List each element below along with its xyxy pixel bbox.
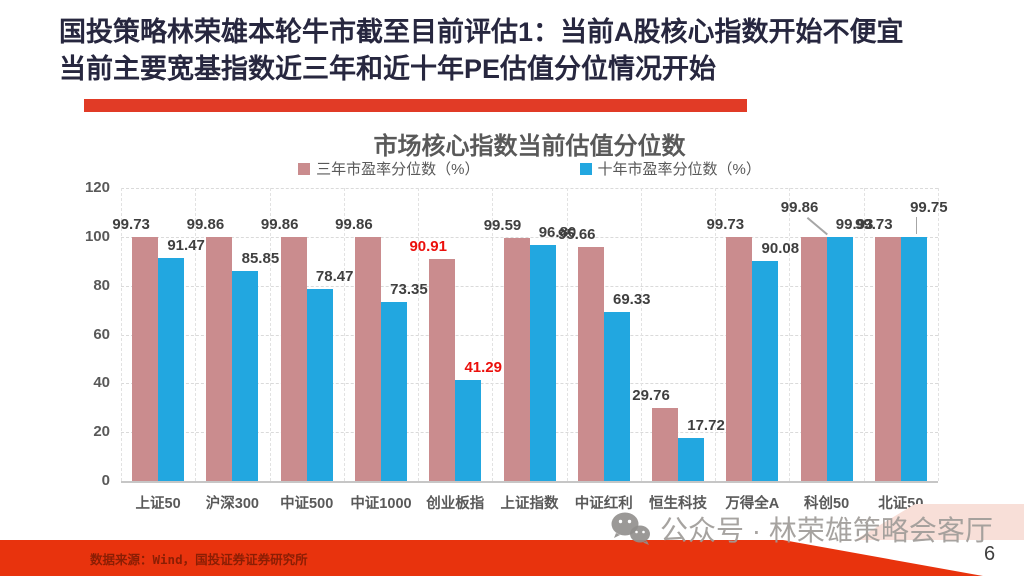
value-label-三年市盈率分位数（%）-沪深300: 99.86 — [186, 216, 225, 234]
data-source-text: 数据来源：Wind，国投证券证券研究所 — [90, 552, 308, 567]
wechat-icon — [611, 512, 650, 545]
bar-十年市盈率分位数（%）-沪深300 — [232, 271, 259, 481]
legend-item-3yr: 三年市盈率分位数（%） — [298, 158, 480, 179]
legend-label-3yr: 三年市盈率分位数（%） — [316, 161, 480, 178]
y-tick-120: 120 — [84, 179, 110, 196]
value-label-十年市盈率分位数（%）-恒生科技: 17.72 — [687, 416, 725, 434]
category-label-科创50: 科创50 — [804, 496, 850, 512]
bar-三年市盈率分位数（%）-沪深300 — [206, 237, 233, 481]
bar-三年市盈率分位数（%）-中证500 — [280, 237, 307, 481]
value-label-十年市盈率分位数（%）-中证500: 78.47 — [315, 268, 354, 286]
category-label-中证500: 中证500 — [280, 496, 334, 512]
value-label-三年市盈率分位数（%）-上证50: 99.73 — [112, 216, 150, 234]
y-tick-80: 80 — [93, 276, 110, 294]
bar-三年市盈率分位数（%）-中证红利 — [577, 247, 604, 481]
gridline-x-0 — [121, 188, 122, 481]
bar-十年市盈率分位数（%）-中证1000 — [380, 301, 407, 481]
bar-三年市盈率分位数（%）-上证指数 — [503, 237, 530, 481]
y-tick-0: 0 — [101, 472, 110, 489]
slide-title-line-1: 国投策略林荣雄本轮牛市截至目前评估1：当前A股核心指数开始不便宜 — [59, 17, 904, 47]
category-label-创业板指: 创业板指 — [426, 496, 485, 512]
bar-十年市盈率分位数（%）-上证指数 — [529, 244, 556, 481]
leader-line-北证50 — [915, 217, 918, 235]
bar-三年市盈率分位数（%）-北证50 — [874, 237, 901, 481]
gridline-x-4 — [418, 188, 420, 481]
value-label-十年市盈率分位数（%）-中证红利: 69.33 — [612, 290, 651, 308]
bar-三年市盈率分位数（%）-上证50 — [132, 237, 159, 481]
value-label-十年市盈率分位数（%）-上证50: 91.47 — [167, 236, 205, 254]
gridline-x-8 — [715, 188, 717, 481]
bar-三年市盈率分位数（%）-万得全A — [726, 237, 753, 481]
legend-item-10yr: 十年市盈率分位数（%） — [579, 158, 761, 179]
y-tick-100: 100 — [84, 227, 110, 245]
bar-三年市盈率分位数（%）-科创50 — [800, 237, 827, 481]
category-label-上证50: 上证50 — [135, 496, 181, 512]
bar-十年市盈率分位数（%）-中证500 — [306, 289, 333, 481]
value-label-三年市盈率分位数（%）-创业板指: 90.91 — [409, 238, 447, 256]
gridline-x-9 — [789, 188, 791, 481]
bar-三年市盈率分位数（%）-创业板指 — [429, 259, 456, 481]
value-label-三年市盈率分位数（%）-科创50: 99.86 — [780, 199, 819, 217]
category-label-中证红利: 中证红利 — [574, 496, 633, 512]
chart-legend: 三年市盈率分位数（%） 十年市盈率分位数（%） — [121, 158, 938, 179]
watermark-text: 公众号 · 林荣雄策略会客厅 — [660, 515, 993, 546]
value-label-十年市盈率分位数（%）-中证1000: 73.35 — [390, 280, 428, 298]
legend-swatch-3yr — [298, 162, 311, 175]
value-label-十年市盈率分位数（%）-创业板指: 41.29 — [464, 359, 502, 377]
value-label-十年市盈率分位数（%）-上证指数: 96.80 — [538, 223, 577, 241]
page-number: 6 — [984, 543, 996, 565]
bar-十年市盈率分位数（%）-创业板指 — [455, 380, 482, 481]
gridline-x-3 — [343, 188, 345, 481]
bar-十年市盈率分位数（%）-科创50 — [826, 237, 853, 481]
gridline-x-1 — [195, 188, 197, 481]
category-label-万得全A: 万得全A — [725, 496, 780, 512]
slide-title: 国投策略林荣雄本轮牛市截至目前评估1：当前A股核心指数开始不便宜 当前主要宽基指… — [59, 14, 1011, 88]
category-label-沪深300: 沪深300 — [205, 496, 259, 512]
y-tick-40: 40 — [93, 374, 110, 392]
gridline-y-120 — [121, 188, 938, 189]
category-label-上证指数: 上证指数 — [500, 496, 559, 512]
chart-title: 市场核心指数当前估值分位数 — [373, 133, 686, 160]
gridline-x-11 — [938, 188, 939, 481]
value-label-三年市盈率分位数（%）-恒生科技: 29.76 — [632, 387, 670, 405]
value-label-三年市盈率分位数（%）-中证红利: 95.66 — [557, 226, 596, 244]
x-axis-line — [121, 481, 938, 483]
value-label-十年市盈率分位数（%）-北证50: 99.75 — [910, 199, 948, 217]
bar-十年市盈率分位数（%）-上证50 — [158, 257, 185, 481]
value-label-三年市盈率分位数（%）-北证50: 99.73 — [855, 216, 893, 234]
category-label-恒生科技: 恒生科技 — [649, 496, 708, 512]
value-label-十年市盈率分位数（%）-沪深300: 85.85 — [241, 250, 280, 268]
category-label-中证1000: 中证1000 — [350, 496, 412, 512]
bar-三年市盈率分位数（%）-恒生科技 — [652, 408, 679, 481]
value-label-十年市盈率分位数（%）-万得全A: 90.08 — [761, 240, 800, 258]
y-tick-20: 20 — [93, 423, 110, 441]
gridline-x-5 — [492, 188, 494, 481]
value-label-三年市盈率分位数（%）-中证500: 99.86 — [260, 216, 299, 234]
value-label-三年市盈率分位数（%）-中证1000: 99.86 — [335, 216, 373, 234]
value-label-三年市盈率分位数（%）-上证指数: 99.59 — [483, 216, 522, 234]
slide-title-line-2: 当前主要宽基指数近三年和近十年PE估值分位情况开始 — [59, 54, 717, 84]
value-label-十年市盈率分位数（%）-科创50: 99.93 — [835, 216, 874, 233]
gridline-x-2 — [269, 188, 271, 481]
bar-十年市盈率分位数（%）-中证红利 — [603, 311, 630, 481]
gridline-x-10 — [863, 188, 865, 481]
title-underline — [84, 99, 747, 112]
y-tick-60: 60 — [93, 325, 110, 343]
bar-十年市盈率分位数（%）-北证50 — [900, 237, 927, 481]
gridline-x-6 — [566, 188, 568, 481]
legend-swatch-10yr — [579, 162, 592, 175]
bar-十年市盈率分位数（%）-恒生科技 — [678, 437, 705, 481]
value-label-三年市盈率分位数（%）-万得全A: 99.73 — [706, 216, 745, 234]
legend-label-10yr: 十年市盈率分位数（%） — [597, 161, 761, 178]
bar-三年市盈率分位数（%）-中证1000 — [354, 237, 381, 481]
gridline-x-7 — [640, 188, 642, 481]
gridline-y-100 — [121, 236, 938, 238]
watermark: 公众号 · 林荣雄策略会客厅 — [610, 509, 993, 549]
bar-十年市盈率分位数（%）-万得全A — [752, 261, 779, 481]
